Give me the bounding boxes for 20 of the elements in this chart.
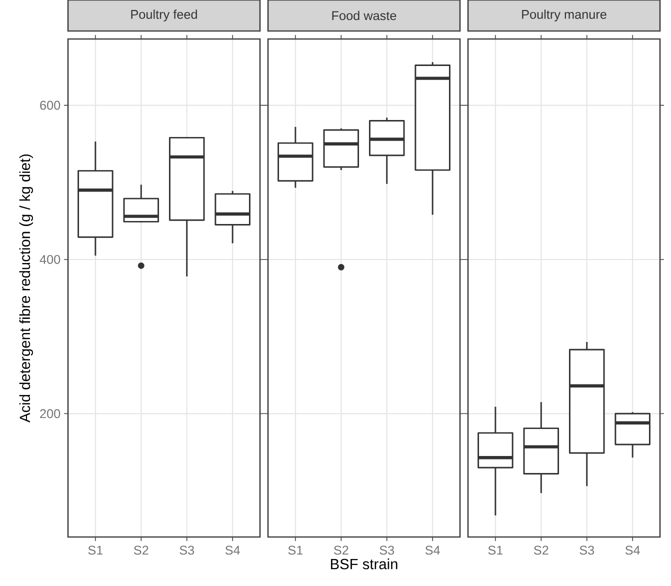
chart-title: Food waste [332, 10, 396, 20]
chart-title: Poultry manure [522, 10, 606, 22]
x-tick-label: S2 [534, 546, 548, 555]
x-tick-label: S1 [88, 546, 103, 555]
x-tick-label: S2 [334, 546, 348, 555]
y-axis-title: Acid detergent fibre reduction (g / kg diet) [19, 154, 33, 422]
x-tick-label: S3 [180, 546, 194, 555]
x-axis-title: BSF strain [330, 558, 398, 570]
y-tick-label: 200 [40, 409, 60, 418]
x-tick-label: S4 [625, 546, 640, 555]
x-tick-label: S4 [425, 546, 440, 555]
x-tick-label: S4 [225, 546, 240, 555]
y-tick-label: 400 [40, 254, 60, 264]
y-tick-label: 600 [40, 100, 60, 110]
x-tick-label: S3 [380, 546, 394, 555]
x-tick-label: S1 [288, 546, 303, 555]
chart-title: Poultry feed [131, 10, 197, 22]
x-tick-label: S1 [488, 546, 503, 555]
x-tick-label: S2 [134, 546, 148, 555]
x-tick-label: S3 [580, 546, 594, 555]
